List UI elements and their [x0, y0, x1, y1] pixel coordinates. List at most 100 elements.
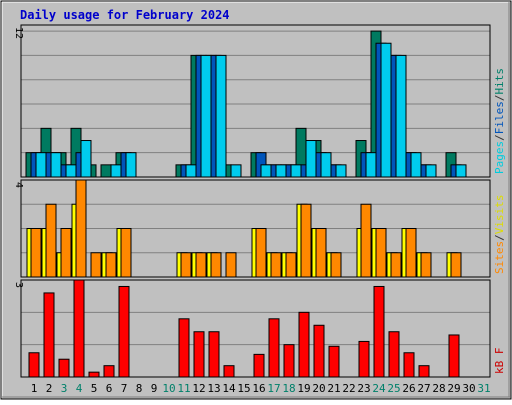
x-tick-label-22: 22	[342, 382, 355, 395]
x-tick-label-12: 12	[192, 382, 205, 395]
x-tick-label-23: 23	[357, 382, 370, 395]
bar-hits-pages-14	[230, 164, 242, 178]
ymax-label-kbf: 3	[13, 282, 24, 288]
legend-item-kbf-0: kB F	[493, 348, 506, 375]
bar-hits-pages-21	[335, 164, 347, 178]
bar-visits-sites-23	[360, 203, 372, 278]
bar-kbf-kb-f-7	[118, 285, 130, 378]
x-tick-label-2: 2	[46, 382, 53, 395]
legend-item-hits-1: /	[493, 134, 506, 141]
bar-hits-pages-4	[80, 140, 92, 178]
x-tick-label-29: 29	[447, 382, 460, 395]
legend-kbf: kB F	[493, 348, 506, 375]
bar-kbf-kb-f-11	[178, 318, 190, 378]
bar-kbf-kb-f-16	[253, 353, 265, 378]
bar-hits-pages-20	[320, 152, 332, 178]
panel-bg-hits	[21, 25, 490, 177]
x-tick-label-11: 11	[177, 382, 190, 395]
x-tick-label-20: 20	[312, 382, 325, 395]
x-tick-label-16: 16	[252, 382, 265, 395]
bar-visits-sites-18	[285, 252, 297, 278]
bar-visits-sites-21	[330, 252, 342, 278]
chart-title: Daily usage for February 2024	[20, 8, 230, 22]
bar-hits-pages-19	[305, 140, 317, 178]
bar-kbf-kb-f-1	[28, 352, 40, 378]
bar-visits-sites-13	[210, 252, 222, 278]
bar-visits-sites-11	[180, 252, 192, 278]
legend-item-visits-0: Sites	[493, 241, 506, 274]
bar-kbf-kb-f-17	[268, 318, 280, 378]
x-tick-label-15: 15	[237, 382, 250, 395]
bar-kbf-kb-f-26	[403, 352, 415, 378]
bar-visits-sites-6	[105, 252, 117, 278]
bar-visits-sites-24	[375, 228, 387, 278]
x-tick-label-24: 24	[372, 382, 386, 395]
bar-hits-pages-13	[215, 54, 227, 178]
bar-kbf-kb-f-21	[328, 345, 340, 378]
bar-hits-pages-26	[410, 152, 422, 178]
bar-hits-pages-11	[185, 164, 197, 178]
x-tick-label-25: 25	[387, 382, 400, 395]
bar-visits-sites-1	[30, 228, 42, 278]
x-tick-label-5: 5	[91, 382, 98, 395]
bar-hits-pages-18	[290, 164, 302, 178]
x-tick-label-4: 4	[76, 382, 83, 395]
panel-frame-visits	[20, 179, 491, 278]
bar-visits-sites-29	[450, 252, 462, 278]
bar-kbf-kb-f-2	[43, 292, 55, 378]
bar-hits-pages-2	[50, 152, 62, 178]
bar-hits-pages-23	[365, 152, 377, 178]
bar-kbf-kb-f-12	[193, 331, 205, 378]
x-tick-label-26: 26	[402, 382, 415, 395]
x-tick-label-17: 17	[267, 382, 280, 395]
panel-frame-hits	[20, 24, 491, 178]
legend-visits: Sites/Visits	[493, 195, 506, 275]
bar-visits-sites-19	[300, 203, 312, 278]
x-tick-label-8: 8	[136, 382, 143, 395]
legend-item-visits-2: Visits	[493, 195, 506, 235]
legend-item-hits-3: /	[493, 95, 506, 102]
bar-hits-pages-3	[65, 164, 77, 178]
bar-visits-sites-17	[270, 252, 282, 278]
bar-hits-pages-29	[455, 164, 467, 178]
legend-item-hits-4: Hits	[493, 68, 506, 95]
x-tick-label-7: 7	[121, 382, 128, 395]
bar-hits-pages-7	[125, 152, 137, 178]
bar-hits-pages-6	[110, 164, 122, 178]
x-tick-label-14: 14	[222, 382, 236, 395]
x-tick-label-1: 1	[31, 382, 38, 395]
bar-kbf-kb-f-6	[103, 365, 115, 378]
bar-visits-sites-3	[60, 228, 72, 278]
x-tick-label-6: 6	[106, 382, 113, 395]
ymax-label-hits: 12	[13, 27, 24, 39]
x-tick-label-19: 19	[297, 382, 310, 395]
bar-visits-sites-25	[390, 252, 402, 278]
x-tick-label-3: 3	[61, 382, 68, 395]
bar-hits-pages-17	[275, 164, 287, 178]
bar-kbf-kb-f-3	[58, 358, 70, 378]
x-tick-label-28: 28	[432, 382, 445, 395]
bar-kbf-kb-f-20	[313, 324, 325, 378]
x-tick-label-31: 31	[477, 382, 490, 395]
bar-kbf-kb-f-27	[418, 365, 430, 378]
bar-kbf-kb-f-18	[283, 344, 295, 378]
bar-visits-sites-26	[405, 228, 417, 278]
bar-kbf-kb-f-25	[388, 331, 400, 378]
bar-visits-sites-5	[90, 252, 102, 278]
bar-visits-sites-2	[45, 203, 57, 278]
bar-kbf-kb-f-19	[298, 311, 310, 378]
bar-hits-pages-1	[35, 152, 47, 178]
x-tick-label-13: 13	[207, 382, 220, 395]
x-tick-label-10: 10	[162, 382, 175, 395]
bar-hits-hits-6	[100, 164, 112, 178]
bar-kbf-kb-f-23	[358, 340, 370, 378]
bar-hits-pages-24	[380, 42, 392, 178]
legend-item-hits-0: Pages	[493, 141, 506, 174]
bar-visits-sites-16	[255, 228, 267, 278]
x-tick-label-30: 30	[462, 382, 475, 395]
bar-kbf-kb-f-29	[448, 334, 460, 378]
legend-hits: Pages/Files/Hits	[493, 68, 506, 174]
bar-visits-sites-4	[75, 179, 87, 278]
